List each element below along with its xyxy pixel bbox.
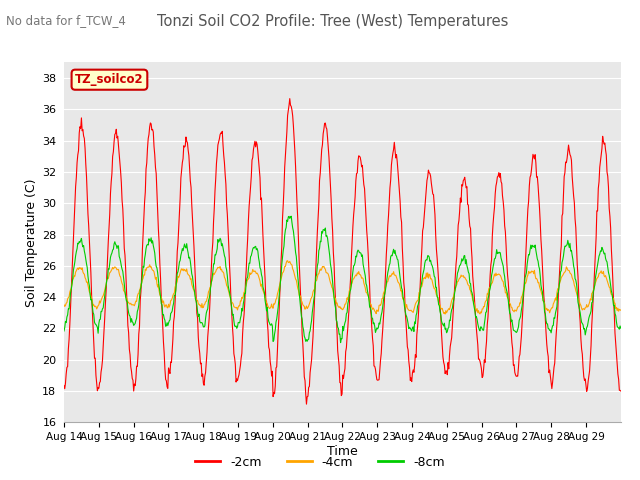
Y-axis label: Soil Temperature (C): Soil Temperature (C) [25, 178, 38, 307]
Text: TZ_soilco2: TZ_soilco2 [75, 73, 144, 86]
Text: No data for f_TCW_4: No data for f_TCW_4 [6, 14, 126, 27]
Text: Tonzi Soil CO2 Profile: Tree (West) Temperatures: Tonzi Soil CO2 Profile: Tree (West) Temp… [157, 14, 509, 29]
Legend: -2cm, -4cm, -8cm: -2cm, -4cm, -8cm [190, 451, 450, 474]
X-axis label: Time: Time [327, 445, 358, 458]
